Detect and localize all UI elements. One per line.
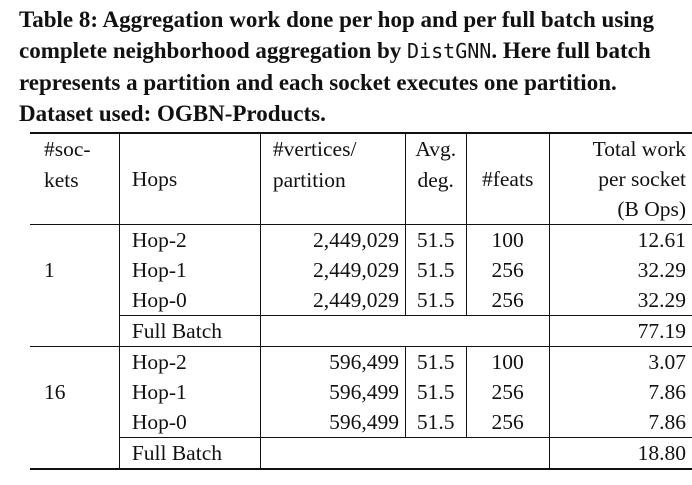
vertices-cell: 596,499 bbox=[259, 407, 406, 438]
vertices-cell: 596,499 bbox=[259, 346, 406, 377]
vertices-cell: 2,449,029 bbox=[259, 224, 406, 255]
feats-cell: 256 bbox=[465, 285, 550, 316]
header-total-line3: (B Ops) bbox=[617, 197, 686, 221]
feats-cell: 256 bbox=[465, 255, 550, 285]
header-total-work: Total work per socket (B Ops) bbox=[548, 132, 692, 225]
full-batch-label: Full Batch bbox=[118, 315, 261, 347]
hop-cell: Hop-0 bbox=[118, 407, 261, 438]
total-cell: 7.86 bbox=[548, 407, 692, 438]
avg-deg-cell: 51.5 bbox=[404, 255, 466, 285]
feats-cell: 256 bbox=[465, 377, 550, 407]
vertices-cell: 2,449,029 bbox=[259, 285, 406, 316]
avg-deg-cell: 51.5 bbox=[404, 224, 466, 255]
full-batch-row: Full Batch 77.19 bbox=[30, 315, 692, 347]
caption-text-end: . Here full batch represents a partition… bbox=[19, 38, 651, 126]
caption-text-start: Table 8: Aggregation work done per hop a… bbox=[19, 7, 654, 63]
header-sockets: #soc- kets bbox=[30, 132, 120, 225]
caption-code-name: DistGNN bbox=[407, 39, 492, 63]
feats-cell: 100 bbox=[465, 224, 550, 255]
header-hops: Hops bbox=[118, 132, 261, 225]
full-batch-row: Full Batch 18.80 bbox=[30, 437, 692, 470]
vertices-cell: 596,499 bbox=[259, 377, 406, 407]
hop-cell: Hop-0 bbox=[118, 285, 261, 316]
avg-deg-cell: 51.5 bbox=[404, 377, 466, 407]
feats-cell: 100 bbox=[465, 346, 550, 377]
hop-cell: Hop-1 bbox=[118, 377, 261, 407]
total-cell: 32.29 bbox=[548, 255, 692, 285]
header-sockets-line2: kets bbox=[44, 168, 79, 192]
table-row: Hop-0 2,449,029 51.5 256 32.29 bbox=[30, 285, 692, 316]
avg-deg-cell: 51.5 bbox=[404, 407, 466, 438]
hop-cell: Hop-1 bbox=[118, 255, 261, 285]
total-cell: 12.61 bbox=[548, 224, 692, 255]
header-feats: #feats bbox=[465, 132, 550, 225]
full-batch-total: 77.19 bbox=[548, 315, 692, 347]
table-row: Hop-1 596,499 51.5 256 7.86 bbox=[30, 377, 692, 407]
sockets-value: 16 bbox=[30, 346, 120, 438]
header-avg-line1: Avg. bbox=[415, 137, 457, 161]
table-row: 1 Hop-2 2,449,029 51.5 100 12.61 bbox=[30, 224, 692, 316]
avg-deg-cell: 51.5 bbox=[404, 285, 466, 316]
total-cell: 7.86 bbox=[548, 377, 692, 407]
header-total-line2: per socket bbox=[598, 167, 686, 191]
header-avg-line2: deg. bbox=[417, 168, 454, 192]
feats-cell: 256 bbox=[465, 407, 550, 438]
avg-deg-cell: 51.5 bbox=[404, 346, 466, 377]
sockets-value: 1 bbox=[30, 224, 120, 316]
header-vertices-line1: #vertices/ bbox=[272, 137, 357, 161]
hop-cell: Hop-2 bbox=[118, 346, 261, 377]
header-vertices: #vertices/ partition bbox=[259, 132, 406, 225]
table-row: 16 Hop-2 596,499 51.5 100 3.07 bbox=[30, 346, 692, 438]
hop-cell: Hop-2 bbox=[118, 224, 261, 255]
header-sockets-line1: #soc- bbox=[44, 137, 91, 161]
aggregation-work-table: #soc- kets Hops #vertices/ partition Avg… bbox=[30, 132, 692, 470]
header-total-line1: Total work bbox=[592, 137, 686, 161]
full-batch-label: Full Batch bbox=[118, 437, 261, 470]
header-vertices-line2: partition bbox=[272, 168, 346, 192]
table-row: Hop-0 596,499 51.5 256 7.86 bbox=[30, 407, 692, 438]
total-cell: 3.07 bbox=[548, 346, 692, 377]
total-cell: 32.29 bbox=[548, 285, 692, 316]
vertices-cell: 2,449,029 bbox=[259, 255, 406, 285]
header-avg-deg: Avg. deg. bbox=[404, 132, 466, 225]
table-row: Hop-1 2,449,029 51.5 256 32.29 bbox=[30, 255, 692, 285]
full-batch-total: 18.80 bbox=[548, 437, 692, 470]
table-caption: Table 8: Aggregation work done per hop a… bbox=[19, 4, 679, 129]
